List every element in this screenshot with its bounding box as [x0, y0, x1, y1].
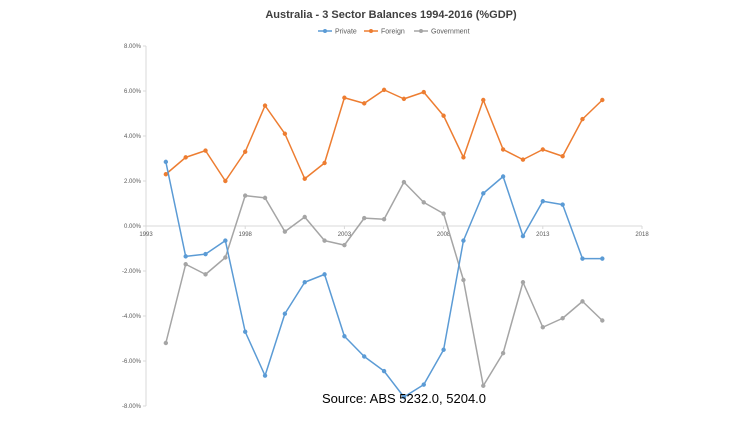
data-point-government: [262, 195, 268, 201]
data-point-government: [342, 242, 347, 248]
data-point-private: [461, 238, 466, 243]
data-point-government: [500, 350, 506, 356]
x-tick-label: 2003: [338, 232, 352, 238]
data-point-foreign: [560, 154, 565, 159]
data-point-private: [322, 272, 327, 277]
data-point-private: [540, 199, 545, 204]
data-point-foreign: [243, 149, 248, 154]
data-point-private: [520, 233, 526, 239]
series-line-private: [165, 161, 603, 398]
legend-marker-foreign: [369, 29, 373, 33]
data-point-foreign: [580, 116, 585, 122]
data-point-private: [183, 254, 188, 259]
legend-label-foreign: Foreign: [381, 29, 405, 36]
data-point-private: [223, 238, 228, 243]
data-point-private: [560, 202, 565, 207]
data-point-foreign: [282, 131, 288, 136]
chart-title: Australia - 3 Sector Balances 1994-2016 …: [265, 9, 517, 21]
data-point-government: [481, 383, 486, 388]
x-tick-label: 1998: [239, 232, 253, 238]
data-point-foreign: [322, 160, 327, 166]
y-tick-label: 0.00%: [124, 224, 142, 230]
data-point-private: [600, 256, 605, 261]
data-point-foreign: [163, 172, 169, 177]
data-point-government: [243, 193, 248, 198]
data-point-foreign: [262, 103, 268, 108]
data-point-government: [540, 325, 545, 330]
data-point-private: [262, 373, 268, 378]
legend-marker-government: [419, 29, 423, 33]
data-point-government: [183, 262, 188, 267]
data-point-government: [381, 217, 387, 222]
data-point-government: [223, 255, 228, 260]
data-point-government: [461, 277, 466, 283]
data-point-foreign: [500, 147, 506, 152]
data-point-private: [381, 368, 387, 374]
y-tick-label: -8.00%: [122, 404, 142, 410]
data-point-government: [362, 215, 367, 221]
legend-label-private: Private: [335, 29, 357, 36]
y-tick-label: 4.00%: [124, 134, 142, 140]
data-point-foreign: [362, 101, 367, 106]
data-point-private: [362, 354, 367, 359]
data-point-foreign: [461, 155, 466, 160]
data-point-private: [401, 394, 407, 400]
data-point-government: [560, 316, 565, 321]
data-point-private: [500, 174, 506, 179]
data-point-foreign: [223, 178, 228, 184]
data-point-foreign: [302, 176, 307, 181]
data-point-private: [421, 382, 426, 387]
series-layer: [163, 87, 605, 400]
data-point-government: [302, 214, 307, 220]
data-point-private: [481, 191, 486, 196]
data-point-government: [441, 211, 446, 216]
data-point-private: [302, 280, 307, 285]
data-point-private: [580, 256, 585, 261]
data-point-private: [163, 159, 169, 165]
legend-label-government: Government: [431, 29, 470, 36]
data-point-foreign: [401, 96, 407, 102]
data-point-government: [401, 179, 407, 185]
y-tick-label: 8.00%: [124, 44, 142, 50]
x-tick-label: 2008: [437, 232, 451, 238]
series-line-foreign: [165, 89, 603, 182]
y-tick-label: 2.00%: [124, 179, 142, 185]
data-point-private: [243, 329, 248, 334]
x-tick-label: 2018: [635, 232, 649, 238]
data-point-foreign: [441, 113, 446, 118]
legend: Private Foreign Government: [318, 29, 470, 36]
data-point-government: [580, 299, 585, 304]
source-note: Source: ABS 5232.0, 5204.0: [322, 391, 486, 406]
data-point-foreign: [481, 97, 486, 103]
data-point-private: [203, 251, 208, 257]
y-tick-label: -2.00%: [122, 269, 142, 275]
data-point-foreign: [520, 157, 526, 162]
x-tick-label: 1993: [139, 232, 153, 238]
data-point-foreign: [203, 148, 208, 153]
data-point-foreign: [381, 87, 387, 93]
x-tick-label: 2013: [536, 232, 550, 238]
y-tick-label: -6.00%: [122, 359, 142, 365]
data-point-foreign: [183, 155, 188, 160]
data-point-private: [282, 311, 288, 316]
axes: 8.00% 6.00% 4.00% 2.00% 0.00% -2.00% -4.00% -6.…: [122, 44, 649, 410]
data-point-government: [600, 318, 605, 323]
data-point-government: [203, 272, 208, 277]
data-point-foreign: [421, 89, 426, 95]
data-point-foreign: [600, 97, 605, 103]
data-point-private: [342, 334, 347, 339]
data-point-foreign: [342, 95, 347, 100]
y-tick-label: 6.00%: [124, 89, 142, 95]
data-point-government: [520, 280, 526, 285]
data-point-government: [322, 238, 327, 243]
legend-marker-private: [323, 29, 327, 33]
data-point-government: [421, 200, 426, 205]
data-point-foreign: [540, 147, 545, 152]
data-point-government: [282, 229, 288, 234]
y-tick-label: -4.00%: [122, 314, 142, 320]
data-point-government: [163, 340, 169, 346]
data-point-private: [441, 347, 446, 352]
